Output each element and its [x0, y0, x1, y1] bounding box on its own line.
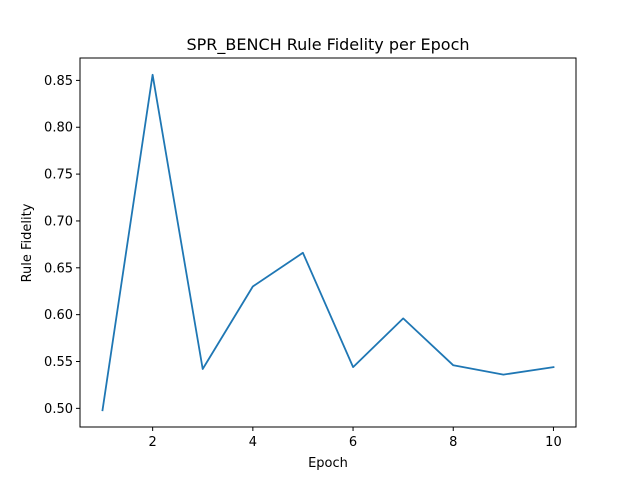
y-tick-label: 0.85	[44, 74, 73, 89]
data-point	[251, 285, 254, 288]
data-point	[151, 73, 154, 76]
x-tick-label: 6	[349, 435, 357, 450]
x-tick-label: 10	[545, 435, 562, 450]
data-point	[502, 373, 505, 376]
y-tick-label: 0.55	[44, 355, 73, 370]
series-layer	[101, 73, 555, 412]
chart-title: SPR_BENCH Rule Fidelity per Epoch	[186, 35, 469, 55]
data-point	[301, 251, 304, 254]
data-point	[552, 366, 555, 369]
data-point	[452, 364, 455, 367]
y-tick-label: 0.50	[44, 402, 73, 417]
y-tick-label: 0.60	[44, 308, 73, 323]
y-axis-ticks: 0.50 0.55 0.60 0.65 0.70 0.75 0.80 0.85	[44, 74, 80, 417]
y-axis-label: Rule Fidelity	[20, 203, 35, 282]
x-axis-ticks: 2 4 6 8 10	[149, 427, 562, 450]
x-tick-label: 2	[149, 435, 157, 450]
y-tick-label: 0.65	[44, 261, 73, 276]
x-axis-label: Epoch	[308, 456, 348, 471]
data-point	[352, 366, 355, 369]
data-point	[101, 409, 104, 412]
y-tick-label: 0.80	[44, 121, 73, 136]
y-tick-label: 0.70	[44, 214, 73, 229]
y-tick-label: 0.75	[44, 168, 73, 183]
x-tick-label: 8	[449, 435, 457, 450]
data-point	[402, 317, 405, 320]
data-point	[201, 367, 204, 370]
series-line	[101, 73, 555, 412]
plot-frame	[79, 57, 577, 428]
x-tick-label: 4	[249, 435, 257, 450]
